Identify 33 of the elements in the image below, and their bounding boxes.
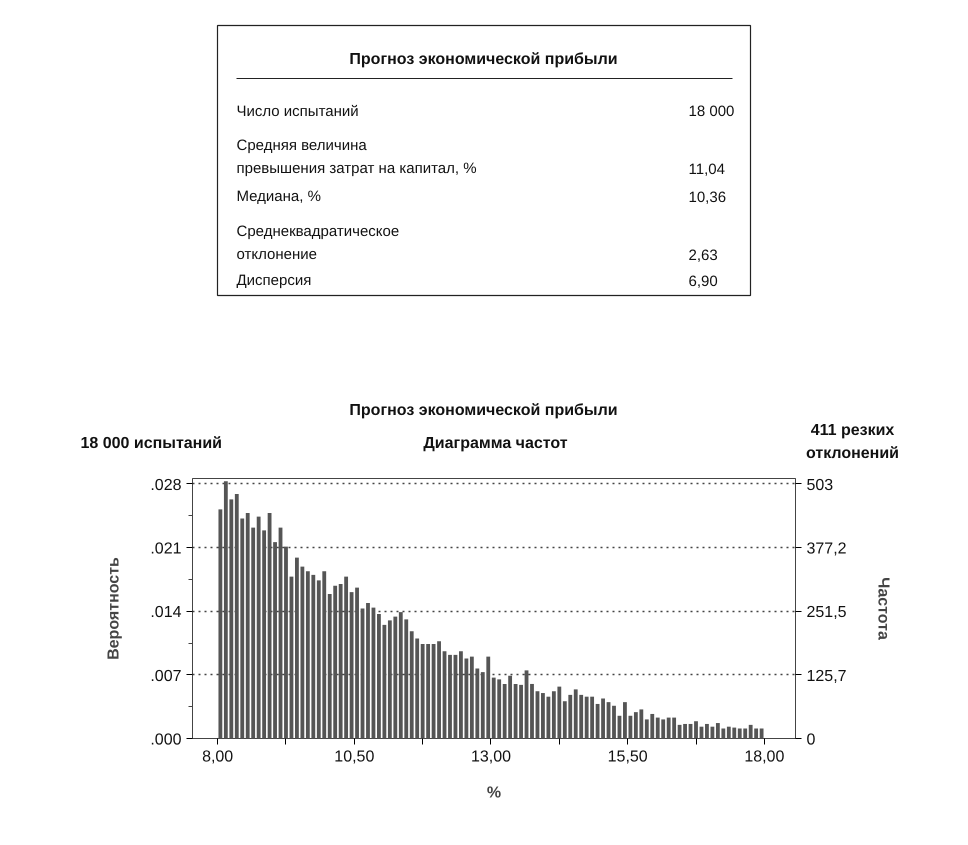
chart-subtitle: Диаграмма частот bbox=[423, 435, 568, 452]
text: Число испытаний bbox=[236, 103, 359, 120]
y-tick-label: .007 bbox=[150, 668, 182, 685]
x-tick-label: 18,00 bbox=[744, 748, 784, 766]
y2-tick-label: 377,2 bbox=[806, 540, 847, 558]
y-axis-title: Вероятность bbox=[105, 556, 122, 660]
y-tick-label: .021 bbox=[150, 540, 182, 558]
text: Среднеквадратическое отклонение bbox=[236, 223, 400, 263]
x-tick-label: 8,00 bbox=[202, 748, 234, 766]
chart-title: Прогноз экономической прибыли bbox=[349, 402, 618, 419]
text: 11,04 bbox=[688, 161, 725, 178]
x-axis-title: % bbox=[486, 784, 502, 802]
x-tick-label: 13,00 bbox=[470, 748, 512, 766]
text: Медиана, % bbox=[236, 188, 321, 205]
y2-tick-label: 503 bbox=[806, 476, 834, 494]
text: 2,63 bbox=[688, 247, 718, 264]
text: Средняя величина превышения затрат на капитал, % bbox=[236, 137, 477, 177]
y-tick-label: .014 bbox=[150, 604, 182, 622]
y-tick-label: .000 bbox=[150, 732, 182, 748]
y2-tick-label: 125,7 bbox=[806, 668, 847, 685]
text: 411 резких отклонений bbox=[806, 422, 900, 462]
y-tick-label: .028 bbox=[150, 476, 182, 494]
x-tick-label: 10,50 bbox=[334, 748, 374, 766]
y2-tick-label: 0 bbox=[806, 732, 816, 748]
text: Дисперсия bbox=[236, 272, 312, 289]
text: 18 000 испытаний bbox=[80, 435, 222, 452]
y2-tick-label: 251,5 bbox=[806, 604, 847, 622]
y2-axis-title: Частота bbox=[874, 577, 892, 640]
text: 10,36 bbox=[688, 189, 726, 206]
text: 6,90 bbox=[688, 273, 718, 290]
text: Прогноз экономической прибыли bbox=[349, 51, 618, 68]
text: 18 000 bbox=[688, 103, 734, 120]
x-tick-label: 15,50 bbox=[608, 748, 648, 766]
